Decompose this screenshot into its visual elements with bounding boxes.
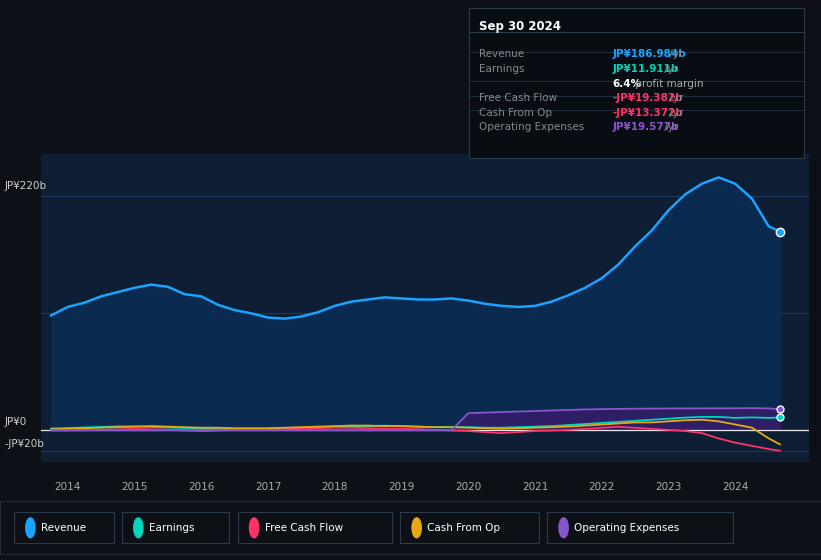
Text: /yr: /yr	[662, 64, 679, 74]
Text: -JP¥20b: -JP¥20b	[4, 438, 44, 449]
Text: -JP¥19.382b: -JP¥19.382b	[612, 93, 683, 103]
Text: Operating Expenses: Operating Expenses	[479, 122, 584, 132]
Text: 2015: 2015	[122, 482, 148, 492]
Text: 2022: 2022	[589, 482, 615, 492]
Text: 2020: 2020	[455, 482, 481, 492]
Text: -JP¥13.372b: -JP¥13.372b	[612, 108, 684, 118]
Text: JP¥19.577b: JP¥19.577b	[612, 122, 679, 132]
Text: Cash From Op: Cash From Op	[427, 523, 500, 533]
Text: 2014: 2014	[54, 482, 81, 492]
Text: /yr: /yr	[667, 49, 684, 59]
Text: JP¥186.984b: JP¥186.984b	[612, 49, 686, 59]
Text: JP¥220b: JP¥220b	[4, 181, 46, 191]
Text: Sep 30 2024: Sep 30 2024	[479, 20, 561, 33]
Text: Earnings: Earnings	[479, 64, 525, 74]
Text: 6.4%: 6.4%	[612, 78, 642, 88]
Text: 2023: 2023	[655, 482, 681, 492]
Text: Cash From Op: Cash From Op	[479, 108, 552, 118]
Text: Free Cash Flow: Free Cash Flow	[264, 523, 343, 533]
Text: 2019: 2019	[388, 482, 415, 492]
Text: 2016: 2016	[188, 482, 214, 492]
Text: /yr: /yr	[667, 108, 684, 118]
Text: 2017: 2017	[255, 482, 281, 492]
Text: Revenue: Revenue	[479, 49, 524, 59]
Text: JP¥11.911b: JP¥11.911b	[612, 64, 679, 74]
Text: /yr: /yr	[662, 122, 679, 132]
Text: Operating Expenses: Operating Expenses	[575, 523, 680, 533]
Text: Revenue: Revenue	[41, 523, 86, 533]
Text: 2018: 2018	[322, 482, 348, 492]
Text: /yr: /yr	[667, 93, 684, 103]
Text: Free Cash Flow: Free Cash Flow	[479, 93, 557, 103]
Text: 2024: 2024	[722, 482, 749, 492]
Text: Earnings: Earnings	[149, 523, 195, 533]
Text: JP¥0: JP¥0	[4, 417, 26, 427]
Text: profit margin: profit margin	[632, 78, 704, 88]
Text: 2021: 2021	[522, 482, 548, 492]
